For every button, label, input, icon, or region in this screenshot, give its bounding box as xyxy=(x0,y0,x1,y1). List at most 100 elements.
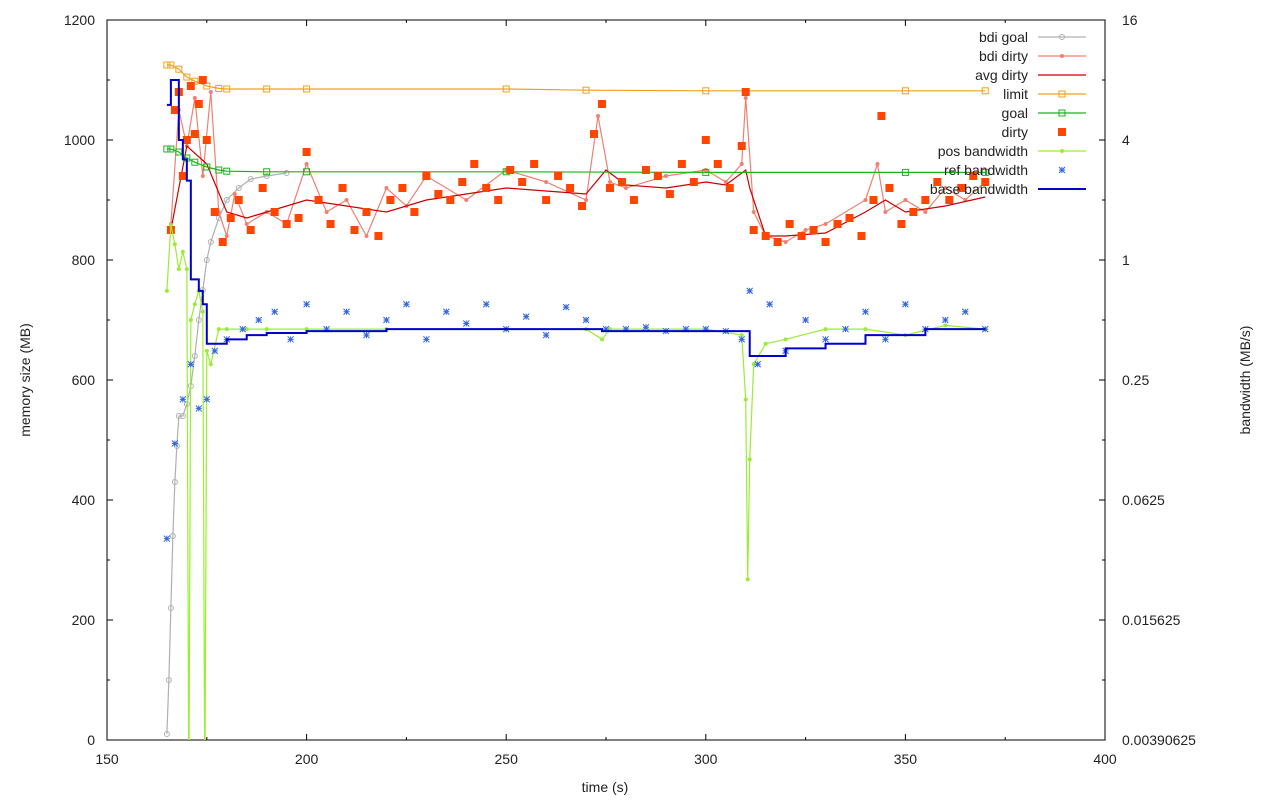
data-point-ref-bandwidth xyxy=(163,535,171,542)
data-point-ref-bandwidth xyxy=(239,325,247,333)
x-tick-label: 300 xyxy=(694,751,718,767)
data-point-ref-bandwidth xyxy=(423,335,430,343)
data-point-bdi-dirty xyxy=(875,162,880,166)
y-tick-label: 0 xyxy=(87,732,95,748)
data-point-dirty xyxy=(598,100,607,108)
data-point-ref-bandwidth xyxy=(862,308,869,316)
data-point-ref-bandwidth xyxy=(562,303,570,311)
data-point-dirty xyxy=(226,214,235,222)
data-point-bdi-goal xyxy=(283,170,290,176)
data-point-dirty xyxy=(869,196,878,204)
data-point-dirty xyxy=(542,196,551,204)
legend-swatch-marker xyxy=(1059,34,1065,40)
data-point-ref-bandwidth xyxy=(343,308,350,316)
data-point-dirty xyxy=(434,190,443,198)
data-point-dirty xyxy=(194,100,203,108)
data-point-ref-bandwidth xyxy=(602,325,610,333)
data-point-bdi-goal xyxy=(167,605,174,611)
data-point-goal xyxy=(203,163,211,171)
data-point-dirty xyxy=(374,232,383,240)
y-tick-label: 1200 xyxy=(64,12,95,28)
data-point-ref-bandwidth xyxy=(179,395,187,403)
data-point-dirty xyxy=(773,238,782,246)
data-point-bdi-dirty xyxy=(232,192,237,196)
data-point-dirty xyxy=(809,226,818,234)
legend-swatch-marker xyxy=(1060,54,1064,58)
legend-item-pos-bandwidth: pos bandwidth xyxy=(938,143,1086,159)
data-point-dirty xyxy=(282,220,291,228)
data-point-dirty xyxy=(578,202,587,210)
data-point-dirty xyxy=(362,208,371,216)
legend-label: ref bandwidth xyxy=(944,162,1028,178)
legend-label: dirty xyxy=(1002,124,1028,140)
data-point-dirty xyxy=(821,238,830,246)
series-line-goal xyxy=(166,148,986,173)
x-tick-label: 350 xyxy=(894,751,918,767)
legend-swatch-marker xyxy=(1058,90,1066,98)
data-point-dirty xyxy=(202,136,211,144)
data-point-dirty xyxy=(270,208,279,216)
data-point-dirty xyxy=(605,184,614,192)
data-point-dirty xyxy=(921,196,930,204)
data-point-bdi-dirty xyxy=(544,180,549,184)
data-point-dirty xyxy=(302,148,311,156)
data-point-bdi-dirty xyxy=(723,180,728,184)
data-point-ref-bandwidth xyxy=(941,316,949,324)
legend-item-dirty: dirty xyxy=(1002,124,1066,140)
data-point-limit xyxy=(223,85,231,93)
data-point-pos-bandwidth xyxy=(743,397,748,402)
data-point-ref-bandwidth xyxy=(902,300,909,308)
legend-swatch-marker xyxy=(1058,166,1066,174)
data-point-limit xyxy=(175,65,183,73)
data-point-dirty xyxy=(338,184,347,192)
data-point-dirty xyxy=(386,196,395,204)
data-point-bdi-dirty xyxy=(663,174,668,178)
data-point-pos-bandwidth xyxy=(751,362,756,367)
data-point-bdi-dirty xyxy=(596,114,601,118)
data-point-pos-bandwidth xyxy=(164,288,169,293)
data-point-bdi-dirty xyxy=(943,186,948,190)
data-point-dirty xyxy=(677,160,686,168)
data-point-dirty xyxy=(845,214,854,222)
data-point-bdi-dirty xyxy=(739,162,744,166)
series-line-bdi-dirty xyxy=(170,91,986,243)
legend-item-bdi-dirty: bdi dirty xyxy=(979,48,1086,64)
data-point-bdi-goal xyxy=(263,173,270,179)
data-point-bdi-dirty xyxy=(923,210,928,214)
data-point-ref-bandwidth xyxy=(522,313,530,320)
plot-frame xyxy=(106,19,1106,741)
data-point-bdi-goal xyxy=(179,413,186,419)
data-point-ref-bandwidth xyxy=(702,325,710,333)
data-point-dirty xyxy=(566,184,575,192)
y2-tick-label: 4 xyxy=(1122,132,1130,148)
data-point-ref-bandwidth xyxy=(482,300,490,308)
data-point-dirty xyxy=(554,172,563,180)
data-point-ref-bandwidth xyxy=(383,316,390,324)
data-point-limit xyxy=(263,85,271,93)
data-point-limit xyxy=(215,84,223,92)
data-point-ref-bandwidth xyxy=(961,308,969,316)
data-point-dirty xyxy=(494,196,503,204)
data-point-dirty xyxy=(186,82,195,90)
legend-swatch-marker xyxy=(1058,109,1066,117)
data-point-dirty xyxy=(857,232,866,240)
data-point-goal xyxy=(223,167,231,175)
data-point-bdi-dirty xyxy=(224,234,229,238)
data-point-dirty xyxy=(258,184,267,192)
data-point-goal xyxy=(191,158,199,166)
y-tick-label: 600 xyxy=(72,372,96,388)
data-point-dirty xyxy=(713,160,722,168)
data-point-pos-bandwidth xyxy=(184,267,189,272)
data-point-bdi-dirty xyxy=(703,168,708,172)
legend-item-goal: goal xyxy=(1002,105,1086,121)
data-point-limit xyxy=(163,61,171,69)
data-point-dirty xyxy=(909,208,918,216)
data-point-pos-bandwidth xyxy=(600,337,605,342)
data-point-bdi-dirty xyxy=(803,228,808,232)
data-point-ref-bandwidth xyxy=(171,440,179,447)
data-point-dirty xyxy=(629,196,638,204)
data-point-dirty xyxy=(350,226,359,234)
data-point-ref-bandwidth xyxy=(287,335,294,343)
data-point-dirty xyxy=(617,178,626,186)
